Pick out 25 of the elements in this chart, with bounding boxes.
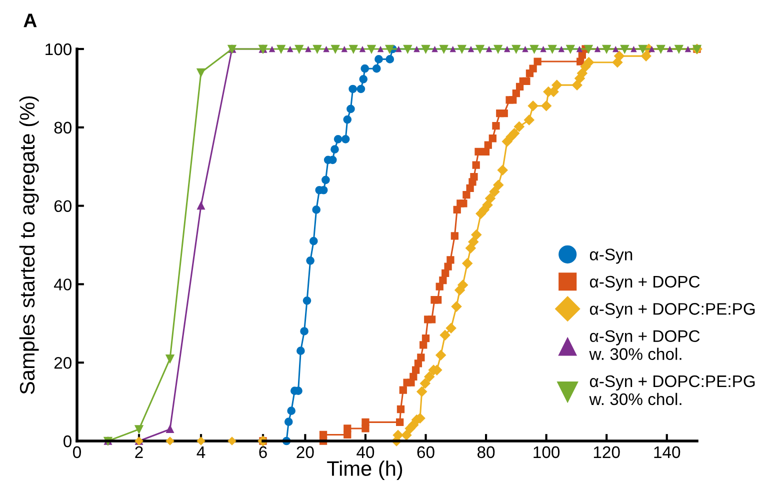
y-tick-label: 80 — [54, 122, 72, 134]
x-tick-label: 100 — [534, 446, 560, 458]
legend-label: α-Syn + DOPC:PE:PG w. 30% chol. — [589, 375, 755, 406]
legend-label: α-Syn + DOPC w. 30% chol. — [589, 330, 700, 360]
x-tick-label: 0 — [73, 446, 81, 458]
x-tick-label: 140 — [654, 446, 680, 458]
x-axis-title: Time (h) — [327, 460, 402, 480]
y-tick-label: 60 — [54, 200, 72, 212]
y-tick-label: 20 — [54, 357, 72, 369]
x-tick-label: 20 — [296, 446, 314, 458]
x-tick-label: 2 — [135, 446, 143, 458]
y-axis-title: Samples started to agregate (%) — [19, 96, 39, 394]
y-tick-label: 40 — [54, 278, 72, 290]
legend-label: α-Syn + DOPC:PE:PG — [590, 303, 755, 318]
text: A — [24, 14, 37, 28]
x-tick-label: 120 — [594, 446, 620, 458]
y-tick-label: 0 — [64, 435, 72, 448]
x-tick-label: 6 — [259, 446, 267, 458]
legend-label: α-Syn — [590, 248, 632, 264]
y-tick-label: 100 — [46, 43, 72, 56]
x-tick-label: 40 — [356, 446, 374, 458]
x-tick-label: 60 — [417, 446, 434, 458]
x-tick-label: 4 — [196, 446, 206, 458]
x-tick-label: 80 — [477, 446, 495, 458]
legend-label: α-Syn + DOPC — [590, 276, 700, 291]
